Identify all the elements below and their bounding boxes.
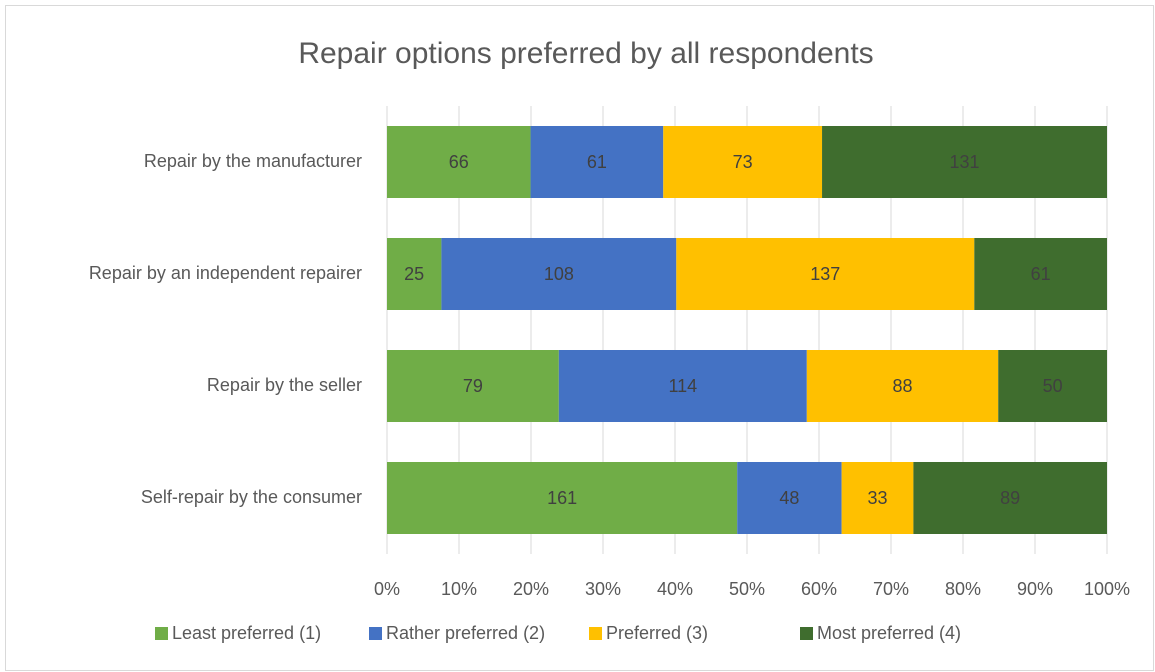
bar-segment [441, 238, 677, 310]
bar-segment [387, 462, 738, 534]
x-tick-label: 70% [873, 579, 909, 599]
x-tick-label: 50% [729, 579, 765, 599]
bar-segment [558, 350, 807, 422]
data-label: 89 [1000, 488, 1020, 508]
legend-swatch [589, 627, 602, 640]
data-label: 88 [893, 376, 913, 396]
x-tick-label: 10% [441, 579, 477, 599]
data-label: 48 [779, 488, 799, 508]
bar-segment [841, 462, 914, 534]
y-tick-label: Repair by the seller [207, 375, 362, 395]
data-label: 33 [867, 488, 887, 508]
data-label: 66 [449, 152, 469, 172]
x-tick-label: 60% [801, 579, 837, 599]
data-label: 131 [949, 152, 979, 172]
legend-swatch [369, 627, 382, 640]
bar-segment [974, 238, 1107, 310]
y-tick-label: Self-repair by the consumer [141, 487, 362, 507]
bar-segment [387, 126, 531, 198]
data-label: 137 [810, 264, 840, 284]
bar-segment [530, 126, 664, 198]
data-label: 79 [463, 376, 483, 396]
chart-title: Repair options preferred by all responde… [298, 37, 873, 70]
legend-label: Least preferred (1) [172, 623, 321, 643]
bar-segment [913, 462, 1107, 534]
data-label: 25 [404, 264, 424, 284]
data-label: 161 [547, 488, 577, 508]
legend-swatch [155, 627, 168, 640]
x-tick-label: 90% [1017, 579, 1053, 599]
x-tick-label: 40% [657, 579, 693, 599]
chart-border [5, 5, 1154, 671]
y-tick-label: Repair by an independent repairer [89, 263, 362, 283]
bar-segment [387, 350, 559, 422]
legend-swatch [800, 627, 813, 640]
x-tick-label: 100% [1084, 579, 1130, 599]
legend-label: Preferred (3) [606, 623, 708, 643]
x-tick-label: 20% [513, 579, 549, 599]
legend-label: Most preferred (4) [817, 623, 961, 643]
bar-segment [663, 126, 823, 198]
y-tick-label: Repair by the manufacturer [144, 151, 362, 171]
legend-label: Rather preferred (2) [386, 623, 545, 643]
bar-segment [387, 238, 442, 310]
x-tick-label: 30% [585, 579, 621, 599]
bar-segment [822, 126, 1107, 198]
data-label: 108 [544, 264, 574, 284]
data-label: 61 [1031, 264, 1051, 284]
data-label: 73 [733, 152, 753, 172]
data-label: 114 [668, 376, 697, 396]
bar-segment [676, 238, 975, 310]
bar-segment [737, 462, 842, 534]
data-label: 50 [1043, 376, 1063, 396]
x-tick-label: 0% [374, 579, 400, 599]
data-label: 61 [587, 152, 607, 172]
bar-segment [998, 350, 1107, 422]
x-tick-label: 80% [945, 579, 981, 599]
bar-segment [806, 350, 999, 422]
